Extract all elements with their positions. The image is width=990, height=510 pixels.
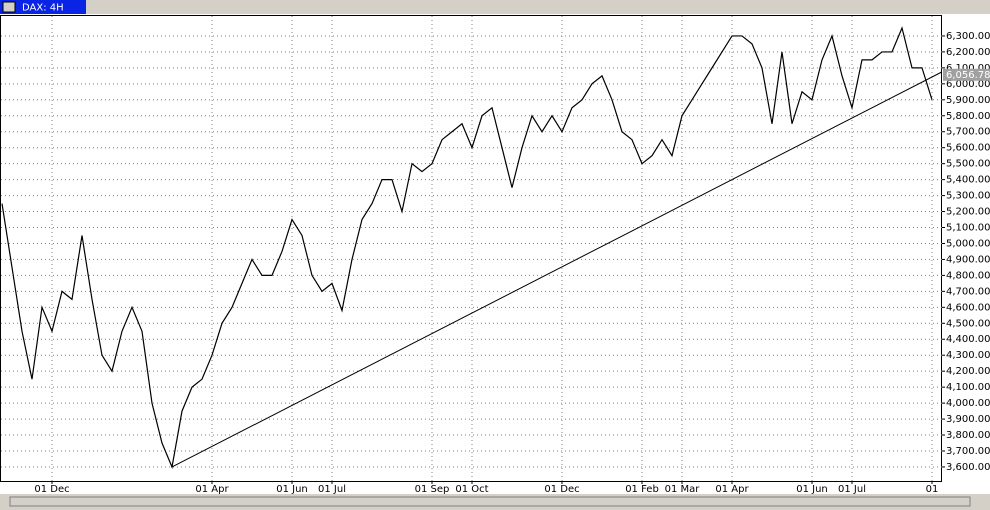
last-price-label: 6,056.78 xyxy=(946,70,990,81)
y-tick-label: 5,700.00 xyxy=(946,127,990,138)
trendline xyxy=(171,71,943,468)
x-tick-label: 01 Jul xyxy=(318,484,346,495)
last-price-box xyxy=(943,68,990,81)
y-tick-label: 4,400.00 xyxy=(946,334,990,345)
x-tick-label: 01 Apr xyxy=(715,484,749,495)
x-tick-label: 01 Dec xyxy=(34,484,69,495)
y-tick-label: 4,300.00 xyxy=(946,350,990,361)
y-tick-label: 5,100.00 xyxy=(946,223,990,234)
y-tick-label: 4,200.00 xyxy=(946,366,990,377)
y-tick-label: 6,200.00 xyxy=(946,47,990,58)
title-tab[interactable] xyxy=(0,0,86,14)
y-tick-label: 3,900.00 xyxy=(946,414,990,425)
y-tick-label: 4,900.00 xyxy=(946,254,990,265)
plot: 3,600.00 3,700.00 3,800.00 3,900.00 4,000.00… xyxy=(1,16,990,495)
x-tick-label: 01 Dec xyxy=(544,484,579,495)
y-tick-label: 3,800.00 xyxy=(946,430,990,441)
window-icon[interactable] xyxy=(2,1,16,13)
title-bar xyxy=(0,0,990,14)
y-tick-label: 4,600.00 xyxy=(946,302,990,313)
y-tick-label: 3,600.00 xyxy=(946,462,990,473)
y-tick-label: 6,300.00 xyxy=(946,31,990,42)
y-tick-label: 3,700.00 xyxy=(946,446,990,457)
x-tick-label: 01 Jun xyxy=(276,484,308,495)
y-tick-label: 4,800.00 xyxy=(946,270,990,281)
x-tick-label: 01 xyxy=(926,484,939,495)
plot-frame xyxy=(0,15,942,482)
scrollbar-thumb[interactable] xyxy=(9,496,971,507)
price-line xyxy=(1,26,933,470)
chart-title: DAX: 4H xyxy=(22,3,64,14)
y-tick-label: 5,800.00 xyxy=(946,111,990,122)
y-tick-label: 4,700.00 xyxy=(946,286,990,297)
y-tick-label: 6,000.00 xyxy=(946,79,990,90)
x-tick-label: 01 Oct xyxy=(455,484,488,495)
y-tick-label: 5,900.00 xyxy=(946,95,990,106)
y-tick-label: 5,300.00 xyxy=(946,191,990,202)
x-tick-label: 01 Mar xyxy=(665,484,701,495)
x-tick-label: 01 Feb xyxy=(625,484,659,495)
y-tick-label: 5,200.00 xyxy=(946,207,990,218)
y-tick-label: 5,500.00 xyxy=(946,159,990,170)
x-tick-label: 01 Apr xyxy=(195,484,229,495)
x-tick-label: 01 Sep xyxy=(415,484,450,495)
y-tick-label: 4,500.00 xyxy=(946,318,990,329)
y-tick-label: 5,600.00 xyxy=(946,143,990,154)
y-tick-label: 5,400.00 xyxy=(946,175,990,186)
x-tick-label: 01 Jun xyxy=(796,484,828,495)
y-tick-label: 6,100.00 xyxy=(946,63,990,74)
x-tick-label: 01 Jul xyxy=(838,484,866,495)
y-tick-label: 5,000.00 xyxy=(946,238,990,249)
y-tick-label: 4,000.00 xyxy=(946,398,990,409)
y-tick-label: 4,100.00 xyxy=(946,382,990,393)
